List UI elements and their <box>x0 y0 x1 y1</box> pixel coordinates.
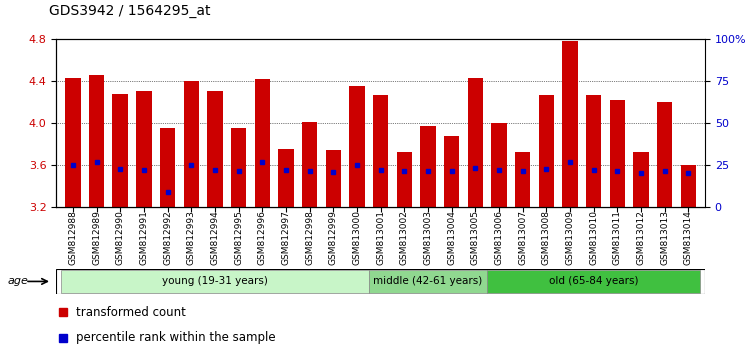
Text: GSM812999: GSM812999 <box>328 210 338 265</box>
FancyBboxPatch shape <box>56 269 705 294</box>
Text: percentile rank within the sample: percentile rank within the sample <box>76 331 275 344</box>
Text: GSM813006: GSM813006 <box>494 210 503 265</box>
Text: GSM813008: GSM813008 <box>542 210 550 265</box>
Bar <box>657 102 673 207</box>
Text: GSM812996: GSM812996 <box>258 210 267 265</box>
Text: GSM813014: GSM813014 <box>684 210 693 265</box>
Text: GSM812988: GSM812988 <box>68 210 77 265</box>
Text: GSM813010: GSM813010 <box>590 210 598 265</box>
Text: GSM812998: GSM812998 <box>305 210 314 265</box>
Bar <box>610 100 625 207</box>
Bar <box>254 79 270 207</box>
Text: middle (42-61 years): middle (42-61 years) <box>374 276 482 286</box>
Bar <box>326 150 341 207</box>
Bar <box>562 41 578 207</box>
Bar <box>160 128 176 207</box>
Bar <box>420 126 436 207</box>
Text: GSM813009: GSM813009 <box>566 210 574 265</box>
Text: GDS3942 / 1564295_at: GDS3942 / 1564295_at <box>49 4 210 18</box>
FancyBboxPatch shape <box>61 270 369 292</box>
Text: GSM812991: GSM812991 <box>140 210 148 265</box>
Text: GSM813011: GSM813011 <box>613 210 622 265</box>
Text: GSM812992: GSM812992 <box>163 210 172 265</box>
Text: GSM813012: GSM813012 <box>637 210 646 265</box>
Text: GSM813007: GSM813007 <box>518 210 527 265</box>
Text: GSM813003: GSM813003 <box>424 210 433 265</box>
Text: GSM812994: GSM812994 <box>211 210 220 265</box>
Bar <box>491 123 507 207</box>
Bar <box>397 153 412 207</box>
Bar <box>350 86 364 207</box>
Bar <box>136 91 152 207</box>
Text: GSM812990: GSM812990 <box>116 210 124 265</box>
Bar <box>278 149 293 207</box>
Bar <box>681 165 696 207</box>
Text: young (19-31 years): young (19-31 years) <box>162 276 268 286</box>
Text: GSM813004: GSM813004 <box>447 210 456 265</box>
Text: GSM813002: GSM813002 <box>400 210 409 265</box>
Bar <box>373 95 388 207</box>
Text: old (65-84 years): old (65-84 years) <box>549 276 638 286</box>
Text: GSM813005: GSM813005 <box>471 210 480 265</box>
Bar <box>112 93 128 207</box>
Text: GSM813001: GSM813001 <box>376 210 386 265</box>
Text: GSM812995: GSM812995 <box>234 210 243 265</box>
Bar <box>586 95 602 207</box>
Bar <box>468 78 483 207</box>
Bar <box>207 91 223 207</box>
Bar <box>538 95 554 207</box>
FancyBboxPatch shape <box>488 270 700 292</box>
Text: GSM813000: GSM813000 <box>352 210 362 265</box>
Bar <box>88 75 104 207</box>
Bar <box>65 78 80 207</box>
Bar <box>302 122 317 207</box>
Text: GSM812993: GSM812993 <box>187 210 196 265</box>
Bar <box>184 81 199 207</box>
Bar <box>515 153 530 207</box>
Text: GSM812997: GSM812997 <box>281 210 290 265</box>
Bar <box>634 153 649 207</box>
FancyBboxPatch shape <box>369 270 488 292</box>
Text: GSM813013: GSM813013 <box>660 210 669 265</box>
Text: age: age <box>8 276 28 286</box>
Bar <box>231 128 246 207</box>
Bar <box>444 136 459 207</box>
Text: GSM812989: GSM812989 <box>92 210 101 265</box>
Text: transformed count: transformed count <box>76 306 185 319</box>
